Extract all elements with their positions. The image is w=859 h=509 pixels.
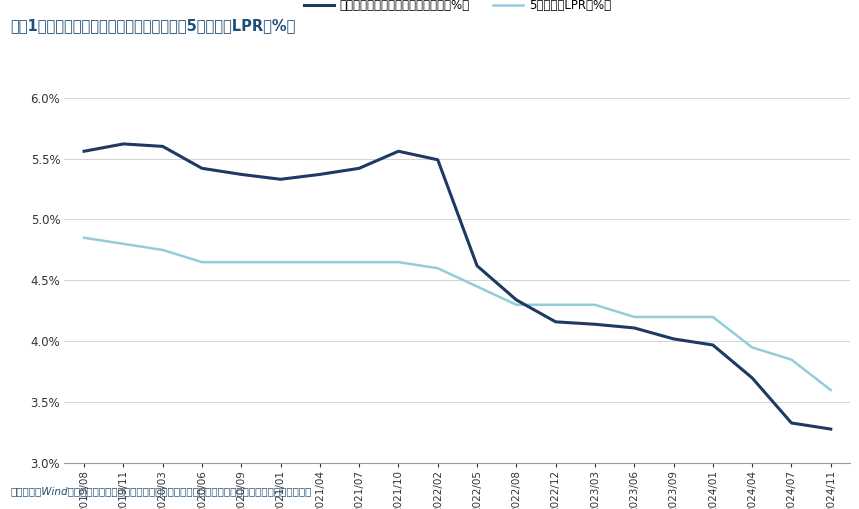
- Legend: 新发放个人住房贷款加权平均利率（%）, 5年期以上LPR（%）: 新发放个人住房贷款加权平均利率（%）, 5年期以上LPR（%）: [299, 0, 616, 17]
- Text: 图表1：新发放个人住房贷款加权平均利率与5年期以上LPR（%）: 图表1：新发放个人住房贷款加权平均利率与5年期以上LPR（%）: [10, 18, 295, 33]
- Text: 资料来源：Wind，央行，国盛证券研究所（个人住房贷款加权平均利率来自央行季度货币政策执行报告）: 资料来源：Wind，央行，国盛证券研究所（个人住房贷款加权平均利率来自央行季度货…: [10, 486, 312, 496]
